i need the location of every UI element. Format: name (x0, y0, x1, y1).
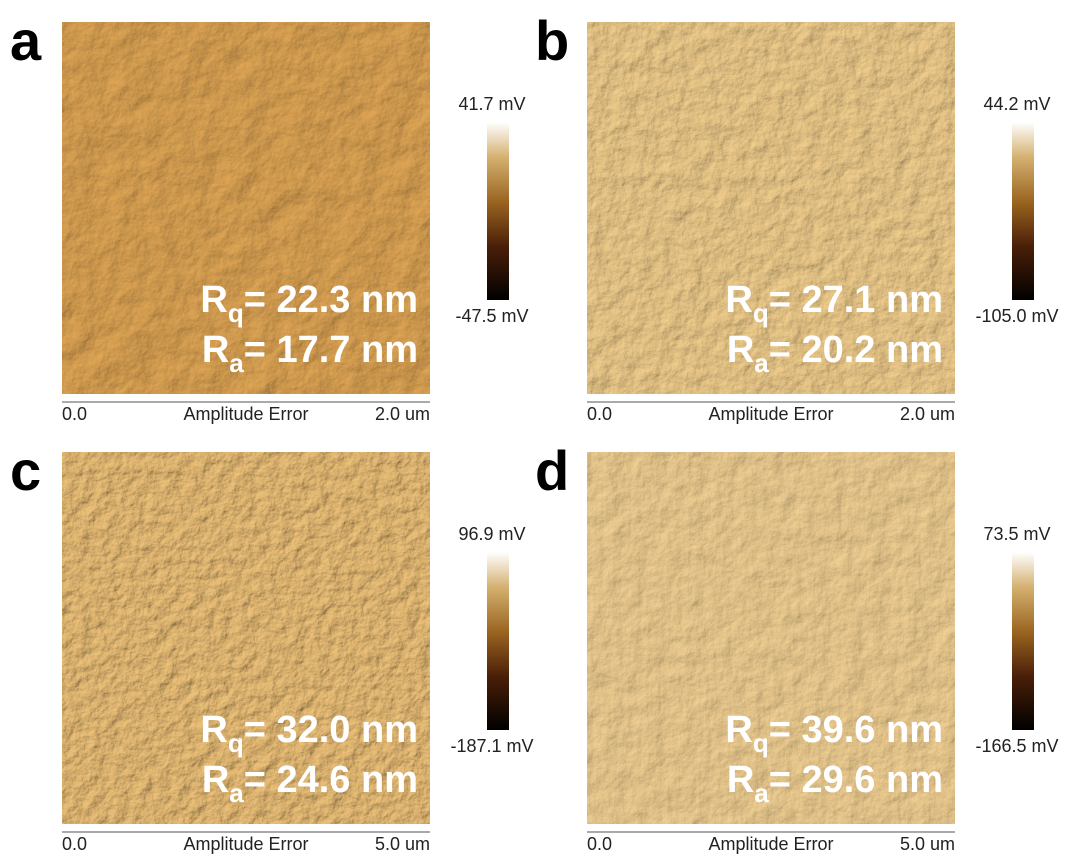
axis-end: 5.0 um (900, 834, 955, 854)
axis-title: Amplitude Error (183, 834, 308, 854)
colorbar-max: 96.9 mV (458, 524, 525, 544)
roughness-symbol: R (202, 329, 229, 371)
axis-start: 0.0 (62, 404, 87, 424)
roughness-sub: q (228, 298, 244, 328)
axis-start: 0.0 (62, 834, 87, 854)
roughness-symbol: R (725, 709, 752, 751)
roughness-symbol: R (727, 329, 754, 371)
roughness-sub: q (753, 728, 769, 758)
axis-start: 0.0 (587, 404, 612, 424)
panel-label: d (535, 439, 569, 502)
roughness-sub: q (753, 298, 769, 328)
roughness-sub: a (754, 348, 769, 378)
figure: a41.7 mV-47.5 mVRq= 22.3 nmRa= 17.7 nm0.… (0, 0, 1075, 854)
roughness-value: = 20.2 nm (769, 329, 943, 371)
colorbar-max: 44.2 mV (983, 94, 1050, 114)
roughness-symbol: R (725, 279, 752, 321)
colorbar (1012, 122, 1034, 300)
colorbar-max: 41.7 mV (458, 94, 525, 114)
roughness-sub: a (229, 348, 244, 378)
roughness-symbol: R (200, 709, 227, 751)
roughness-value: = 29.6 nm (769, 759, 943, 801)
colorbar (487, 552, 509, 730)
colorbar (487, 122, 509, 300)
roughness-value: = 32.0 nm (244, 709, 418, 751)
axis-start: 0.0 (587, 834, 612, 854)
panel-label: c (10, 439, 41, 502)
roughness-sub: q (228, 728, 244, 758)
panel-label: b (535, 9, 569, 72)
roughness-symbol: R (202, 759, 229, 801)
colorbar-min: -47.5 mV (455, 306, 528, 326)
panel: d 73.5 mV -166.5 mV Rq= 39.6 nm Ra= 29.6 nm 0… (535, 439, 1059, 854)
colorbar (1012, 552, 1034, 730)
panel: b 44.2 mV -105.0 mV Rq= 27.1 nm Ra= 20.2 nm 0… (535, 9, 1059, 424)
panel-label: a (10, 9, 42, 72)
roughness-symbol: R (200, 279, 227, 321)
panel: c 96.9 mV -187.1 mV Rq= 32.0 nm Ra= 24.6 nm 0… (10, 439, 534, 854)
colorbar-min: -187.1 mV (450, 736, 533, 756)
roughness-value: = 17.7 nm (244, 329, 418, 371)
axis-end: 2.0 um (375, 404, 430, 424)
colorbar-min: -105.0 mV (975, 306, 1058, 326)
roughness-sub: a (229, 778, 244, 808)
roughness-symbol: R (727, 759, 754, 801)
axis-title: Amplitude Error (708, 834, 833, 854)
colorbar-min: -166.5 mV (975, 736, 1058, 756)
axis-end: 2.0 um (900, 404, 955, 424)
roughness-sub: a (754, 778, 769, 808)
roughness-value: = 27.1 nm (769, 279, 943, 321)
roughness-value: = 22.3 nm (244, 279, 418, 321)
axis-end: 5.0 um (375, 834, 430, 854)
roughness-value: = 39.6 nm (769, 709, 943, 751)
axis-title: Amplitude Error (183, 404, 308, 424)
axis-title: Amplitude Error (708, 404, 833, 424)
colorbar-max: 73.5 mV (983, 524, 1050, 544)
roughness-value: = 24.6 nm (244, 759, 418, 801)
